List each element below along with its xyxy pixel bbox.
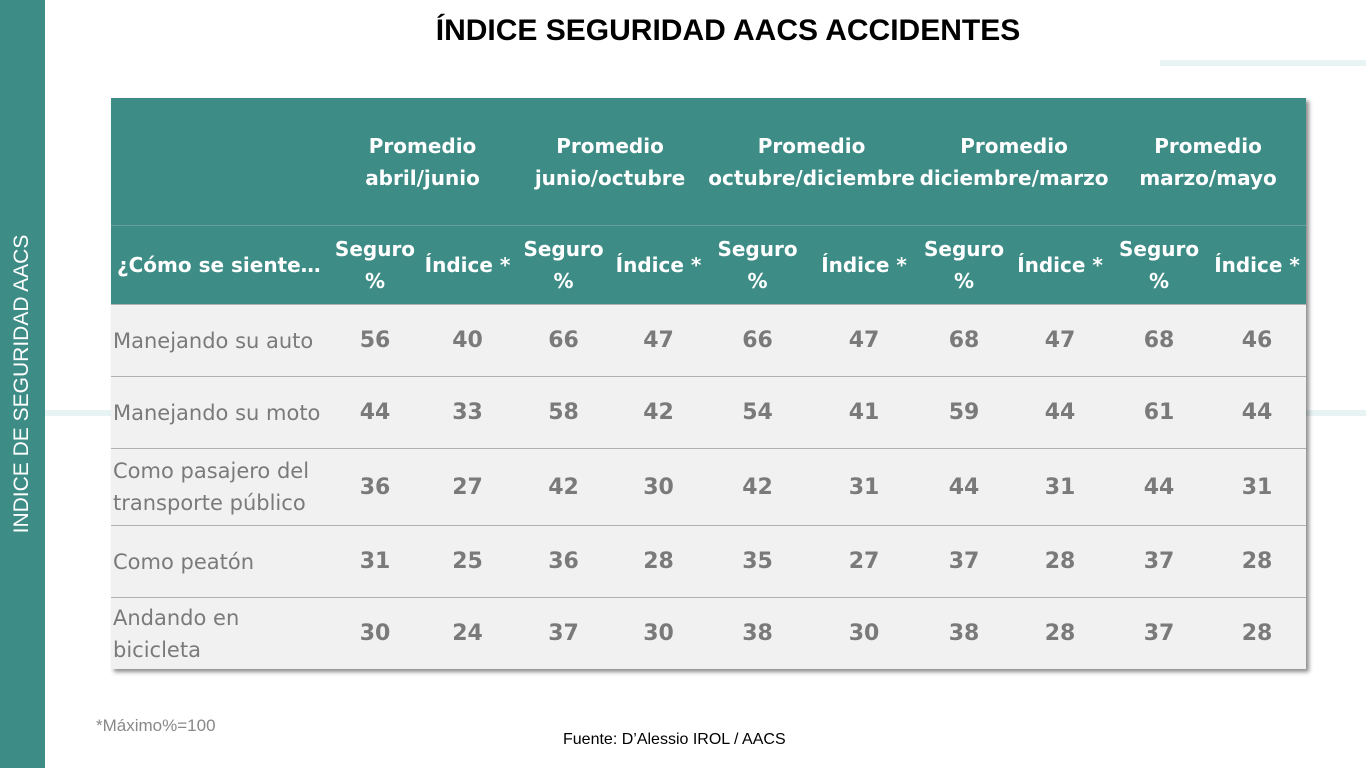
- index-value: 28: [1010, 597, 1111, 669]
- safe-percent-value: 68: [1110, 304, 1209, 377]
- safe-percent-value: 37: [1110, 525, 1209, 598]
- period-header: Promedio octubre/diciembre: [705, 98, 919, 226]
- safe-percent-value: 35: [705, 525, 811, 598]
- sidebar-label: INDICE DE SEGURIDAD AACS: [10, 234, 33, 534]
- table-row: Manejando su moto 44 33 58 42 54 41 59 44 61 44: [111, 376, 1307, 449]
- safety-index-table: Promedio abril/junio Promedio junio/octub…: [111, 98, 1307, 669]
- header-row-periods: Promedio abril/junio Promedio junio/octub…: [111, 98, 1307, 226]
- background-decoration: [1160, 60, 1366, 66]
- header-empty: [111, 98, 330, 226]
- row-label: Como peatón: [111, 525, 330, 598]
- metric-header: Índice *: [810, 225, 919, 305]
- page-title: ÍNDICE SEGURIDAD AACS ACCIDENTES: [435, 14, 1021, 47]
- index-value: 47: [810, 304, 919, 377]
- safe-percent-value: 36: [515, 525, 613, 598]
- index-value: 46: [1208, 304, 1307, 377]
- safe-percent-value: 30: [330, 597, 420, 669]
- safe-percent-value: 61: [1110, 376, 1209, 449]
- table-row: Como peatón 31 25 36 28 35 27 37 28 37 28: [111, 525, 1307, 598]
- index-value: 31: [810, 448, 919, 526]
- safe-percent-value: 37: [1110, 597, 1209, 669]
- metric-header: Índice *: [1010, 225, 1111, 305]
- safe-percent-value: 66: [705, 304, 811, 377]
- index-value: 28: [1208, 525, 1307, 598]
- source-note: Fuente: D’Alessio IROL / AACS: [563, 731, 786, 748]
- index-value: 30: [612, 597, 706, 669]
- metric-header: Seguro %: [918, 225, 1011, 305]
- safe-percent-value: 38: [918, 597, 1011, 669]
- safe-percent-value: 44: [1110, 448, 1209, 526]
- index-value: 28: [612, 525, 706, 598]
- index-value: 28: [1208, 597, 1307, 669]
- row-label: Andando en bicicleta: [111, 597, 330, 669]
- period-header: Promedio junio/octubre: [515, 98, 706, 226]
- period-header: Promedio diciembre/marzo: [918, 98, 1111, 226]
- safe-percent-value: 68: [918, 304, 1011, 377]
- header-row-metrics: ¿Cómo se siente… Seguro % Índice * Seguro %…: [111, 225, 1307, 305]
- safe-percent-value: 42: [705, 448, 811, 526]
- metric-header: Seguro %: [330, 225, 420, 305]
- index-value: 28: [1010, 525, 1111, 598]
- index-value: 44: [1208, 376, 1307, 449]
- footnote: *Máximo%=100: [96, 716, 216, 735]
- safe-percent-value: 42: [515, 448, 613, 526]
- index-value: 31: [1208, 448, 1307, 526]
- row-label: Manejando su auto: [111, 304, 330, 377]
- safe-percent-value: 44: [330, 376, 420, 449]
- index-value: 31: [1010, 448, 1111, 526]
- table-row: Manejando su auto 56 40 66 47 66 47 68 47 68 46: [111, 304, 1307, 377]
- metric-header: Índice *: [420, 225, 516, 305]
- period-header: Promedio marzo/mayo: [1110, 98, 1307, 226]
- index-value: 30: [810, 597, 919, 669]
- index-value: 44: [1010, 376, 1111, 449]
- safe-percent-value: 56: [330, 304, 420, 377]
- index-value: 41: [810, 376, 919, 449]
- safe-percent-value: 37: [918, 525, 1011, 598]
- table-row: Andando en bicicleta 30 24 37 30 38 30 38 28 37 28: [111, 597, 1307, 669]
- index-value: 47: [612, 304, 706, 377]
- index-value: 25: [420, 525, 516, 598]
- safe-percent-value: 66: [515, 304, 613, 377]
- index-value: 33: [420, 376, 516, 449]
- index-value: 40: [420, 304, 516, 377]
- safe-percent-value: 44: [918, 448, 1011, 526]
- metric-header: Seguro %: [515, 225, 613, 305]
- metric-header: Índice *: [612, 225, 706, 305]
- table-row: Como pasajero del transporte público 36 27…: [111, 448, 1307, 526]
- safe-percent-value: 54: [705, 376, 811, 449]
- index-value: 24: [420, 597, 516, 669]
- row-header: ¿Cómo se siente…: [111, 225, 330, 305]
- metric-header: Índice *: [1208, 225, 1307, 305]
- row-label: Como pasajero del transporte público: [111, 448, 330, 526]
- safe-percent-value: 38: [705, 597, 811, 669]
- metric-header: Seguro %: [705, 225, 811, 305]
- safe-percent-value: 31: [330, 525, 420, 598]
- period-header: Promedio abril/junio: [330, 98, 516, 226]
- index-value: 42: [612, 376, 706, 449]
- index-value: 30: [612, 448, 706, 526]
- safe-percent-value: 36: [330, 448, 420, 526]
- index-value: 47: [1010, 304, 1111, 377]
- metric-header: Seguro %: [1110, 225, 1209, 305]
- safe-percent-value: 59: [918, 376, 1011, 449]
- index-value: 27: [810, 525, 919, 598]
- sidebar: INDICE DE SEGURIDAD AACS: [0, 0, 45, 768]
- safe-percent-value: 58: [515, 376, 613, 449]
- safe-percent-value: 37: [515, 597, 613, 669]
- row-label: Manejando su moto: [111, 376, 330, 449]
- index-value: 27: [420, 448, 516, 526]
